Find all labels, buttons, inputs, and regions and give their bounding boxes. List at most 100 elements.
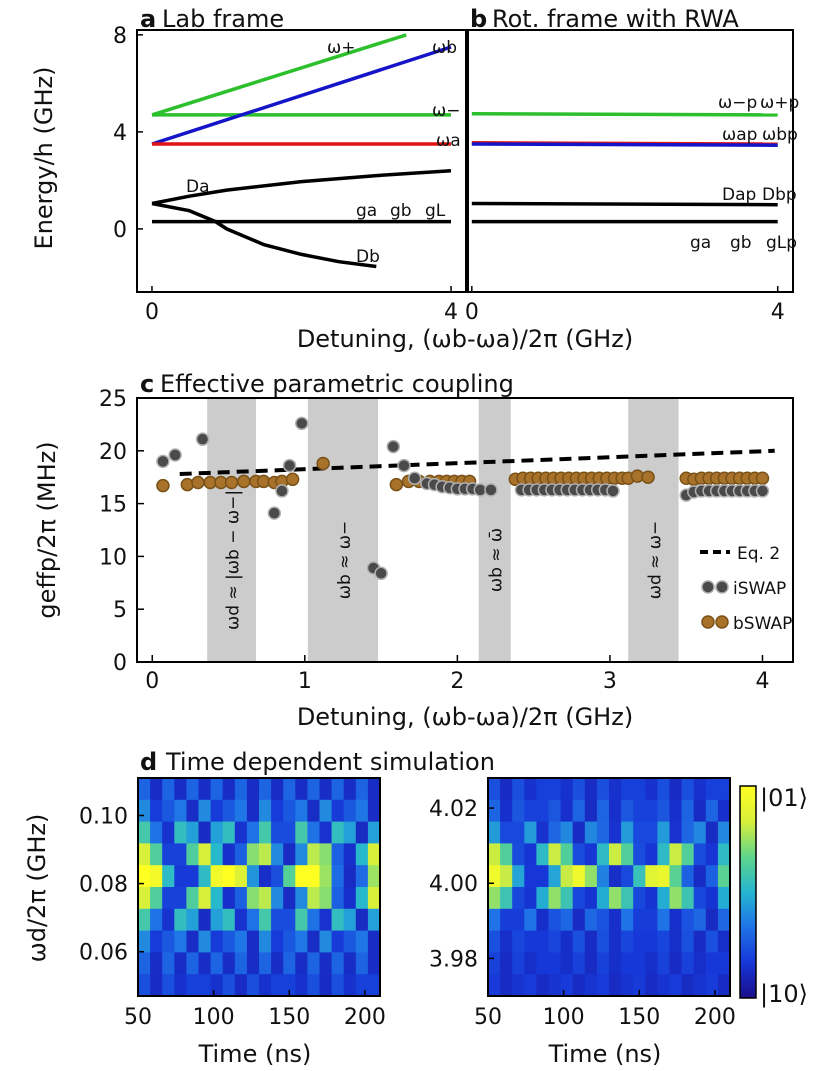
panel-c-ylabel: geffp/2π (MHz) bbox=[33, 441, 61, 618]
heat-cell bbox=[234, 778, 248, 801]
d-x-tick-label: 100 bbox=[193, 1005, 235, 1030]
c-y-tick-label-1: 5 bbox=[113, 598, 127, 623]
panel-d-ticks: 50 100 150 200 0.06 0.08 0.10 50 100 150 200 3.98 4.… bbox=[79, 797, 736, 1030]
heat-cell bbox=[633, 930, 646, 953]
heat-cell bbox=[162, 865, 175, 888]
heat-cell bbox=[174, 865, 187, 888]
heat-cell bbox=[681, 843, 695, 866]
heat-cell bbox=[162, 778, 175, 801]
heat-cell bbox=[271, 930, 284, 953]
heat-cell bbox=[609, 778, 622, 801]
heat-cell bbox=[621, 930, 634, 953]
heat-cell bbox=[488, 799, 501, 823]
heat-cell bbox=[174, 799, 187, 823]
heat-cell bbox=[271, 821, 284, 844]
heat-cell bbox=[355, 974, 369, 997]
bswap-point-13 bbox=[389, 477, 404, 492]
heat-cell bbox=[548, 843, 562, 866]
heat-cell bbox=[621, 778, 634, 801]
heat-cell bbox=[488, 778, 501, 801]
heat-cell bbox=[596, 974, 610, 997]
heat-cell bbox=[319, 930, 333, 953]
d-y-tick-label: 0.10 bbox=[79, 804, 128, 829]
heat-cell bbox=[500, 865, 513, 888]
heat-cell bbox=[210, 843, 224, 866]
panel-d-left-xlabel: Time (ns) bbox=[198, 1040, 312, 1068]
heat-cell bbox=[681, 887, 695, 910]
heat-cell bbox=[367, 974, 381, 997]
x-tick-label-0: 0 bbox=[145, 300, 159, 325]
label-w-b: ωb bbox=[432, 38, 457, 58]
bswap-point-12 bbox=[316, 456, 330, 471]
heat-cell bbox=[512, 799, 525, 823]
heat-cell bbox=[210, 799, 224, 823]
heat-cell bbox=[633, 865, 646, 888]
heat-cell bbox=[657, 908, 671, 932]
heat-cell bbox=[524, 908, 537, 932]
heat-cell bbox=[596, 952, 610, 975]
iswap-point-9 bbox=[386, 439, 401, 454]
heat-cell bbox=[705, 821, 719, 844]
heat-cell bbox=[295, 887, 308, 910]
heat-cell bbox=[174, 843, 187, 866]
heat-cell bbox=[560, 799, 574, 823]
panel-d-title: Time dependent simulation bbox=[165, 748, 495, 776]
heat-cell bbox=[138, 799, 151, 823]
heat-cell bbox=[210, 974, 224, 997]
heat-cell bbox=[246, 778, 260, 801]
heat-cell bbox=[560, 887, 574, 910]
heat-cell bbox=[210, 821, 224, 844]
heat-cell bbox=[572, 778, 586, 801]
heat-cell bbox=[234, 843, 248, 866]
iswap-point-6 bbox=[295, 416, 309, 431]
panel-c-title: Effective parametric coupling bbox=[160, 370, 514, 398]
heat-cell bbox=[150, 799, 163, 823]
d-y-tick-label: 0.08 bbox=[79, 873, 128, 898]
heat-cell bbox=[669, 974, 683, 997]
heat-cell bbox=[138, 952, 151, 975]
heat-cell bbox=[271, 908, 284, 932]
heat-cell bbox=[355, 821, 369, 844]
heat-cell bbox=[693, 952, 707, 975]
heat-cell bbox=[307, 843, 321, 866]
shaded-region-1 bbox=[307, 398, 379, 662]
heat-cell bbox=[693, 887, 707, 910]
heat-cell bbox=[283, 930, 296, 953]
heat-cell bbox=[355, 799, 369, 823]
heat-cell bbox=[717, 865, 731, 888]
heat-cell bbox=[271, 843, 284, 866]
heat-cell bbox=[584, 865, 598, 888]
heat-cell bbox=[234, 799, 248, 823]
heat-cell bbox=[705, 908, 719, 932]
heat-cell bbox=[283, 974, 296, 997]
heat-cell bbox=[633, 821, 646, 844]
panel-c-points bbox=[156, 416, 775, 581]
heat-cell bbox=[657, 843, 671, 866]
colorbar bbox=[739, 785, 757, 999]
heat-cell bbox=[669, 887, 683, 910]
heat-cell bbox=[138, 974, 151, 997]
heat-cell bbox=[705, 799, 719, 823]
heat-cell bbox=[150, 974, 163, 997]
legend-iswap-dot1 bbox=[701, 580, 715, 594]
c-y-tick-label-0: 0 bbox=[113, 651, 127, 676]
heat-cell bbox=[283, 952, 296, 975]
heat-cell bbox=[596, 887, 610, 910]
heat-cell bbox=[234, 908, 248, 932]
heat-cell bbox=[198, 843, 212, 866]
heat-cell bbox=[548, 821, 562, 844]
heat-cell bbox=[548, 865, 562, 888]
heat-cell bbox=[343, 930, 357, 953]
label-w-plus-p: ω+p bbox=[760, 93, 799, 113]
heat-cell bbox=[657, 974, 671, 997]
heat-cell bbox=[548, 908, 562, 932]
d-x-tick-label: 150 bbox=[618, 1005, 660, 1030]
heatmap-left-frame bbox=[137, 777, 381, 997]
heat-cell bbox=[162, 799, 175, 823]
heat-cell bbox=[222, 930, 236, 953]
heat-cell bbox=[681, 974, 695, 997]
heat-cell bbox=[343, 908, 357, 932]
heat-cell bbox=[621, 908, 634, 932]
y-tick-label-1: 4 bbox=[113, 121, 127, 146]
heat-cell bbox=[307, 930, 321, 953]
